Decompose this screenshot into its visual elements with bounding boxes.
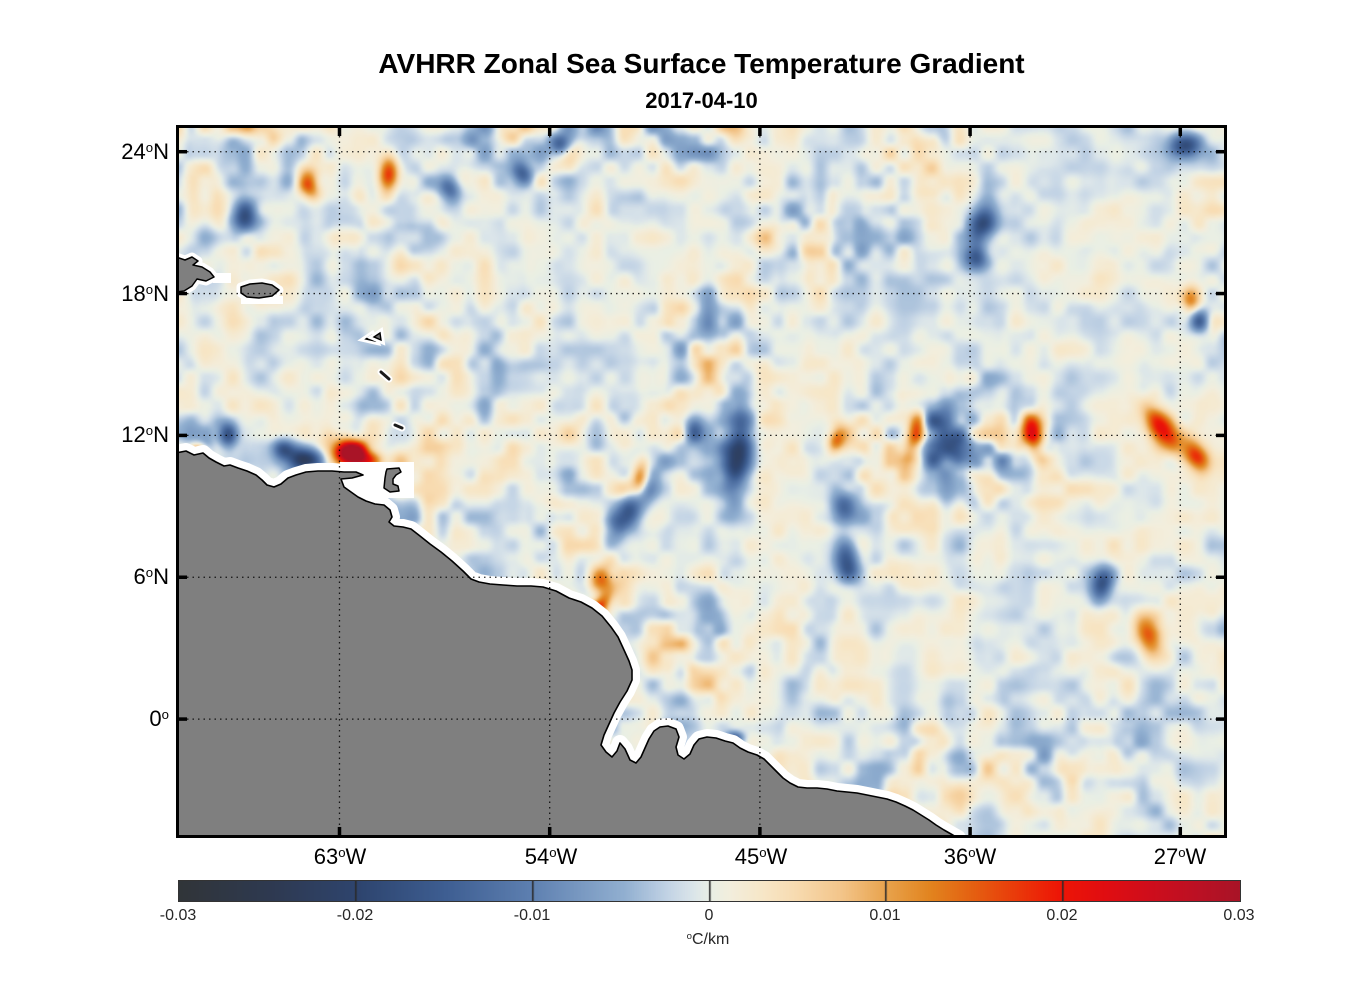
x-tick-label-63w: 63oW: [313, 844, 367, 869]
x-tick-label-27w: 27oW: [1153, 844, 1207, 869]
y-tick-label-12n: 12oN: [121, 422, 169, 447]
colorbar-gradient-canvas: [179, 881, 1240, 901]
colorbar-tick-neg002: -0.02: [336, 907, 374, 924]
colorbar-tick-001: 0.01: [869, 907, 901, 924]
colorbar-tick-neg003: -0.03: [159, 907, 197, 924]
colorbar-tick-003: 0.03: [1223, 907, 1255, 924]
colorbar-tick-002: 0.02: [1046, 907, 1078, 924]
map-overlay: [176, 125, 1227, 838]
chart-date-subtitle: 2017-04-10: [645, 88, 758, 113]
y-tick-label-6n: 6oN: [133, 564, 169, 589]
y-tick-label-24n: 24oN: [121, 139, 169, 164]
y-tick-label-0: 0o: [149, 706, 169, 731]
colorbar-tick-neg001: -0.01: [513, 907, 551, 924]
colorbar: [178, 880, 1241, 902]
colorbar-unit-label: oC/km: [686, 930, 730, 948]
colorbar-tick-zero: 0: [704, 907, 714, 924]
x-tick-label-45w: 45oW: [734, 844, 788, 869]
y-tick-label-18n: 18oN: [121, 281, 169, 306]
chart-title: AVHRR Zonal Sea Surface Temperature Grad…: [378, 48, 1025, 79]
x-tick-label-36w: 36oW: [943, 844, 997, 869]
map-plot: [176, 125, 1227, 838]
x-tick-label-54w: 54oW: [524, 844, 578, 869]
